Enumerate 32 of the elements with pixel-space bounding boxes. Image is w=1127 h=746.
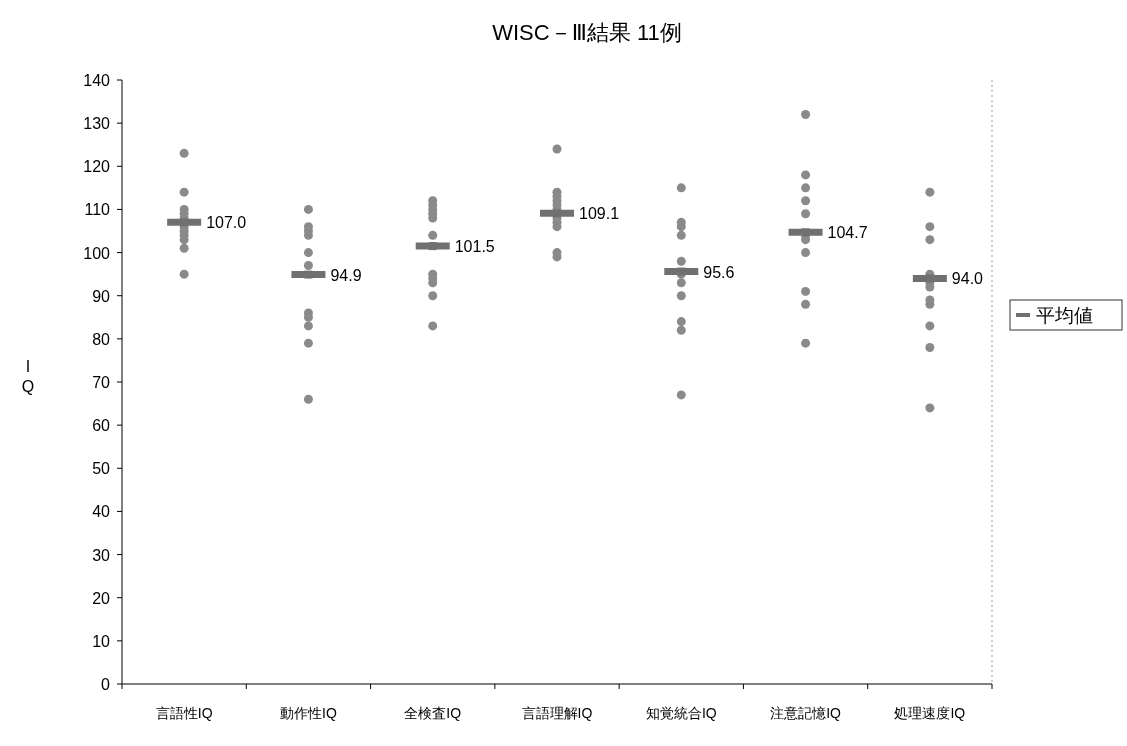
data-label: 107.0 — [206, 214, 247, 232]
x-tick-label: 動作性IQ — [280, 705, 337, 721]
x-tick-label: 全検査IQ — [404, 705, 462, 721]
data-label: 95.6 — [703, 263, 735, 281]
legend-label: 平均値 — [1036, 305, 1093, 326]
y-tick-label: 80 — [92, 330, 111, 348]
data-label: 101.5 — [454, 238, 495, 256]
y-tick-label: 0 — [101, 676, 111, 693]
chart-title: WISC－Ⅲ結果 11例 — [492, 20, 682, 45]
y-tick-label: 60 — [92, 417, 111, 435]
y-tick-label: 90 — [92, 287, 111, 305]
y-tick-label: 70 — [92, 374, 111, 391]
data-label: 109.1 — [579, 205, 620, 223]
data-label: 104.7 — [827, 224, 868, 242]
y-tick-label: 100 — [83, 244, 111, 262]
y-axis-title: IQ — [21, 358, 35, 395]
y-tick-label: 40 — [92, 503, 111, 521]
x-tick-label: 言語理解IQ — [521, 705, 593, 721]
x-tick-label: 注意記憶IQ — [770, 705, 842, 721]
y-tick-label: 120 — [83, 158, 111, 176]
y-tick-label: 110 — [84, 201, 111, 219]
y-tick-label: 30 — [92, 546, 111, 564]
x-tick-label: 処理速度IQ — [894, 705, 966, 721]
y-tick-label: 50 — [92, 460, 111, 478]
x-tick-label: 言語性IQ — [155, 705, 213, 721]
y-tick-label: 130 — [83, 115, 111, 133]
x-tick-label: 知覚統合IQ — [645, 705, 717, 721]
data-label: 94.0 — [951, 270, 984, 288]
y-tick-label: 20 — [92, 589, 111, 607]
y-tick-label: 10 — [92, 632, 111, 650]
y-tick-label: 140 — [83, 72, 111, 89]
data-label: 94.9 — [330, 266, 362, 284]
